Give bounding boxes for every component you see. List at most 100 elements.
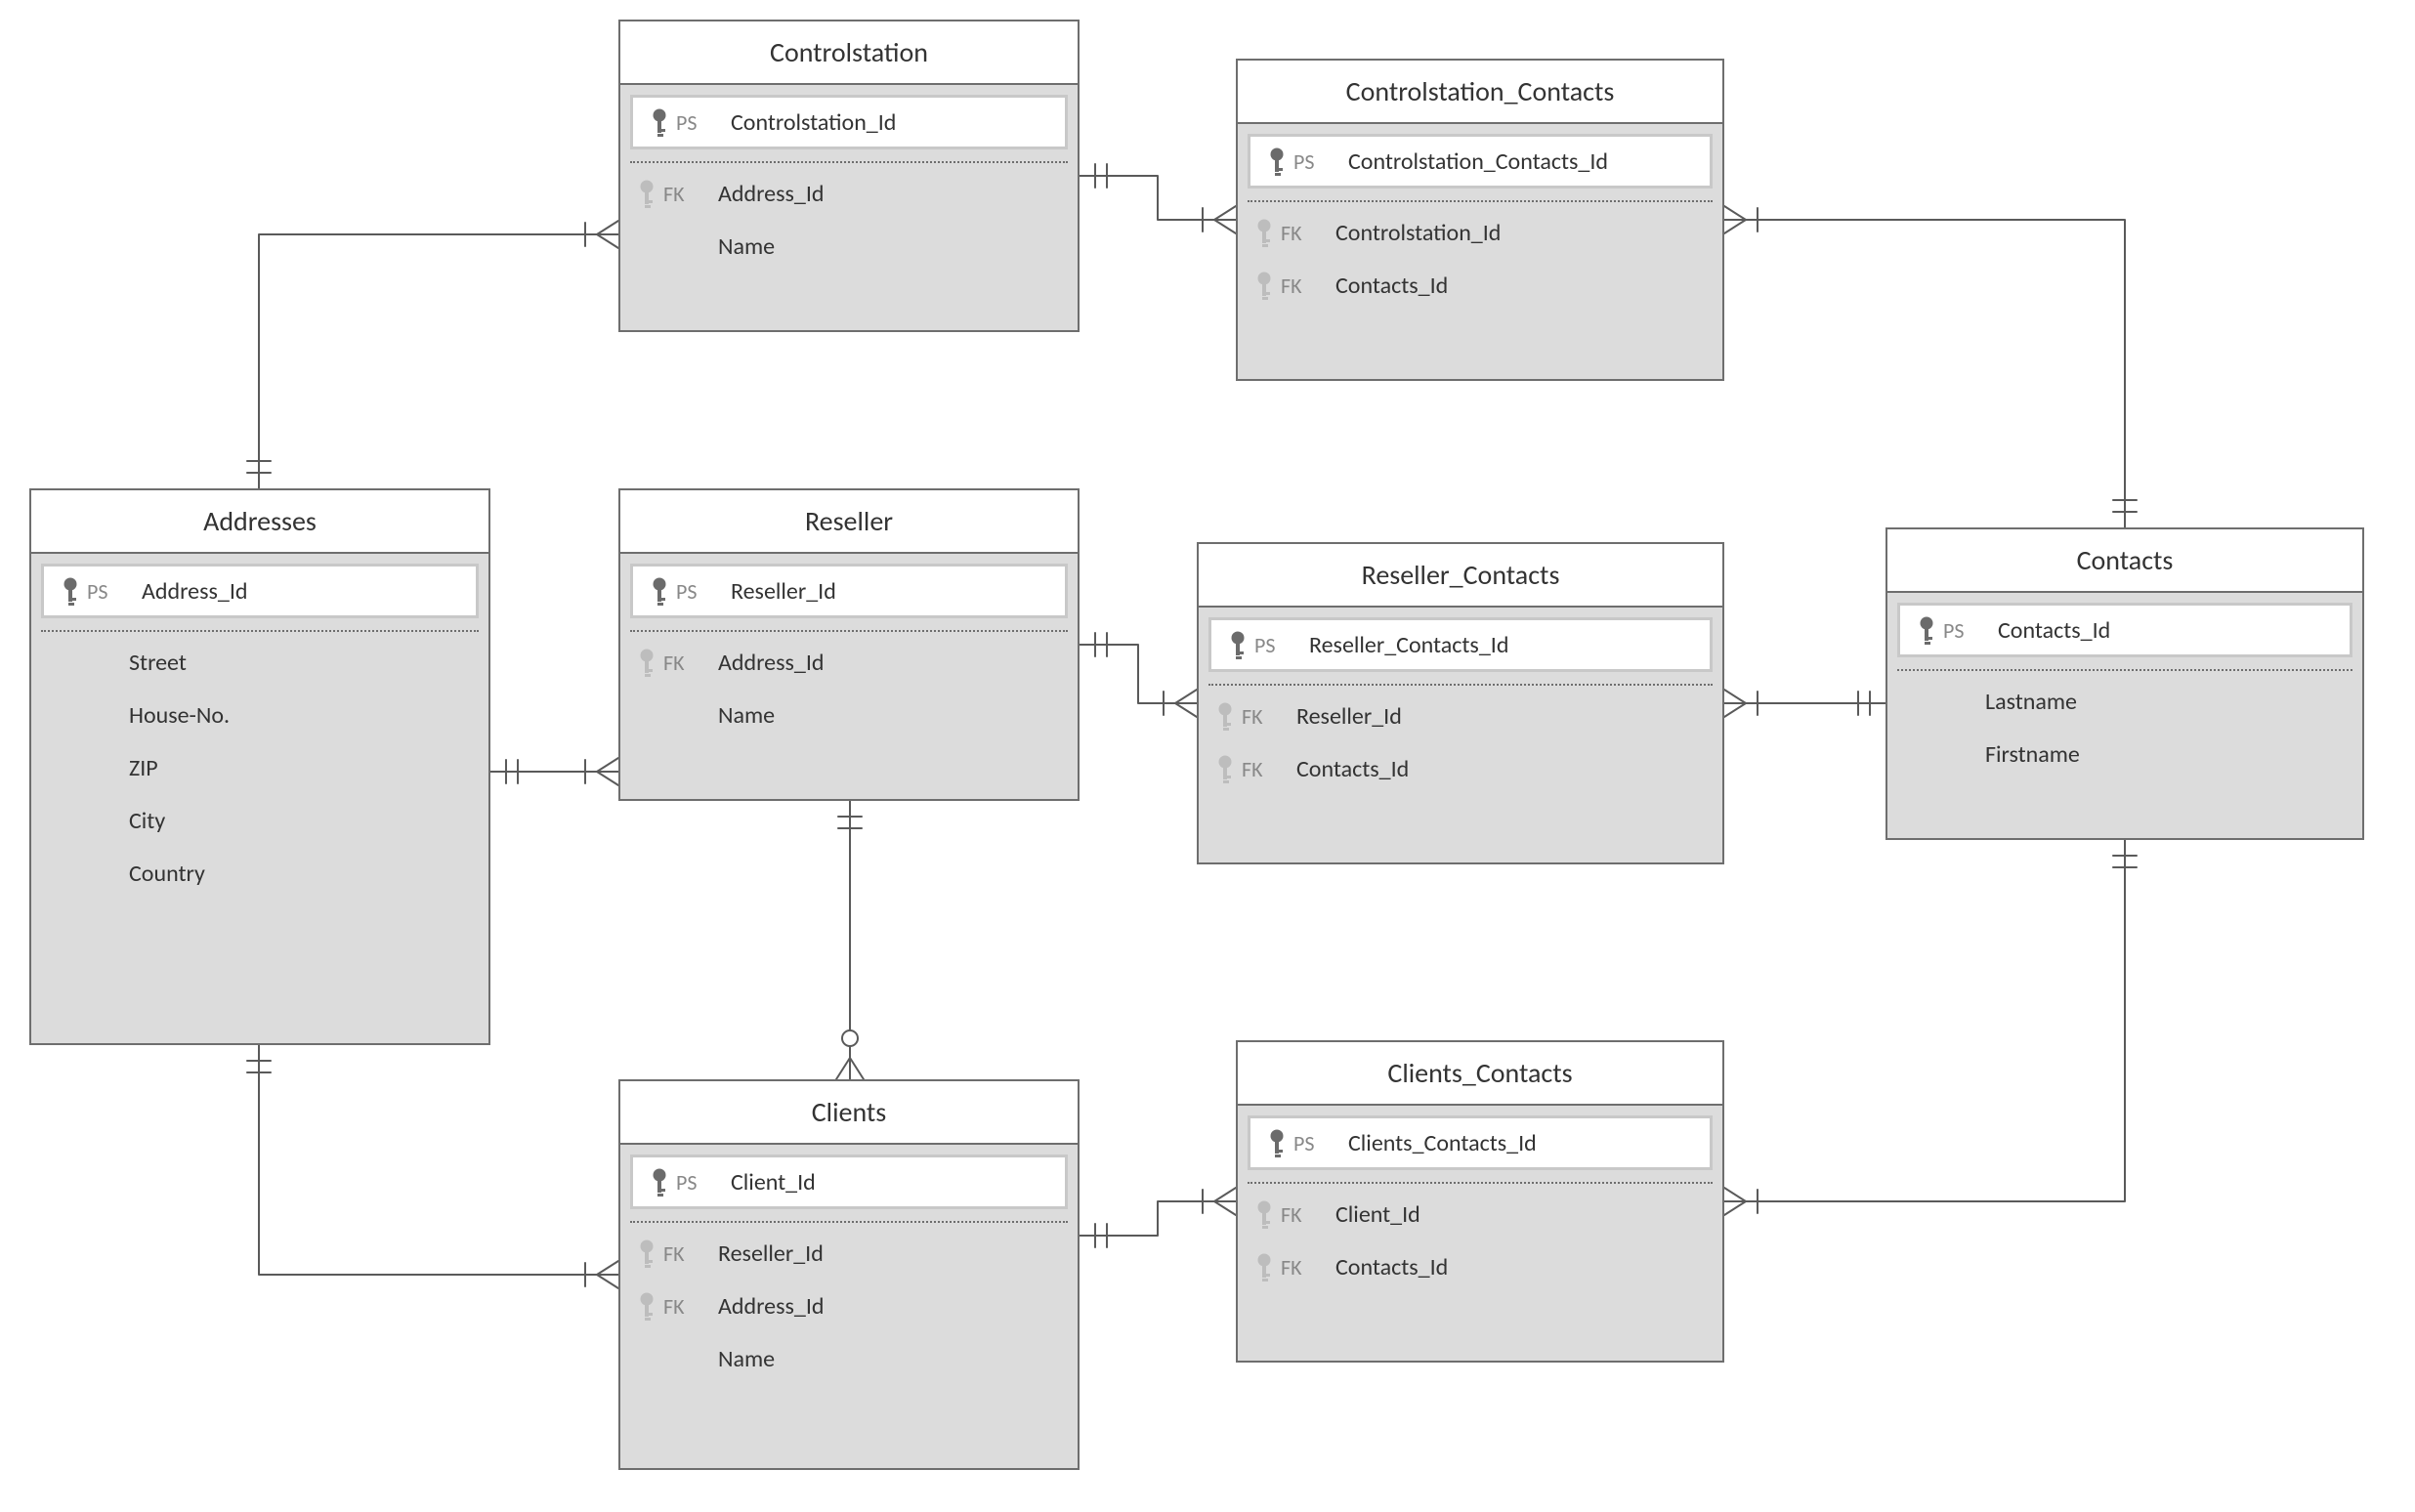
key-suffix: FK — [663, 1240, 685, 1267]
fk-key-icon — [1253, 271, 1275, 300]
field-row: FK Contacts_Id — [1238, 259, 1722, 312]
field-name: Address_Id — [142, 577, 247, 606]
key-suffix: PS — [1254, 632, 1275, 658]
pk-block: PS Controlstation_Id — [630, 95, 1068, 149]
field-name: Firstname — [1985, 740, 2080, 769]
field-name: Contacts_Id — [1335, 272, 1448, 300]
pk-divider — [1208, 684, 1713, 686]
field-row: XXZIP — [31, 741, 488, 794]
field-name: Contacts_Id — [1998, 616, 2110, 645]
pk-divider — [1248, 200, 1713, 202]
pk-divider — [41, 630, 479, 632]
key-suffix: PS — [1293, 148, 1314, 175]
field-name: Name — [718, 701, 775, 730]
key-suffix: PS — [676, 109, 697, 136]
pk-key-icon — [649, 107, 670, 137]
field-name: Reseller_Id — [1296, 702, 1402, 731]
field-row: FK Reseller_Id — [1199, 690, 1722, 742]
entity-title: Reseller_Contacts — [1199, 544, 1722, 608]
entity-title: Contacts — [1887, 529, 2362, 593]
field-name: Contacts_Id — [1296, 755, 1409, 783]
field-row: XX Name — [620, 220, 1078, 273]
field-row: PS Client_Id — [633, 1157, 1065, 1206]
field-row: FK Address_Id — [620, 1280, 1078, 1332]
pk-key-icon — [1227, 630, 1249, 659]
field-name: Clients_Contacts_Id — [1348, 1129, 1537, 1157]
field-name: Controlstation_Contacts_Id — [1348, 147, 1608, 176]
field-name: Name — [718, 232, 775, 261]
field-row: XX Name — [620, 1332, 1078, 1385]
field-row: XXFirstname — [1887, 728, 2362, 780]
pk-key-icon — [60, 576, 81, 606]
entity-clients-contacts: Clients_Contacts PS Clients_Contacts_Id … — [1236, 1040, 1724, 1363]
field-row: XXStreet — [31, 636, 488, 689]
field-row: XXLastname — [1887, 675, 2362, 728]
pk-divider — [630, 1221, 1068, 1223]
field-row: PS Address_Id — [44, 567, 476, 615]
fk-key-icon — [636, 648, 657, 677]
fk-key-icon — [1253, 1199, 1275, 1229]
fk-key-icon — [1214, 701, 1236, 731]
pk-divider — [630, 161, 1068, 163]
pk-key-icon — [649, 1167, 670, 1197]
pk-key-icon — [1266, 1128, 1288, 1157]
entity-reseller-contacts: Reseller_Contacts PS Reseller_Contacts_I… — [1197, 542, 1724, 864]
field-name: Client_Id — [731, 1168, 816, 1197]
key-suffix: FK — [1281, 220, 1302, 246]
field-row: PS Contacts_Id — [1900, 606, 2350, 654]
field-name: Address_Id — [718, 180, 824, 208]
field-name: Reseller_Contacts_Id — [1309, 631, 1508, 659]
fk-key-icon — [636, 1239, 657, 1268]
fk-key-icon — [1253, 1252, 1275, 1281]
fk-key-icon — [1214, 754, 1236, 783]
field-name: Name — [718, 1345, 775, 1373]
entity-addresses: Addresses PS Address_Id XXStreet XXHouse… — [29, 488, 490, 1045]
field-row: FK Controlstation_Id — [1238, 206, 1722, 259]
field-row: XXCity — [31, 794, 488, 847]
erd-canvas: Controlstation PS Controlstation_Id FK A… — [0, 0, 2415, 1512]
pk-divider — [1248, 1182, 1713, 1184]
key-suffix: PS — [676, 578, 697, 605]
key-suffix: FK — [1281, 273, 1302, 299]
key-suffix: FK — [1281, 1201, 1302, 1228]
field-row: FK Contacts_Id — [1238, 1240, 1722, 1293]
key-suffix: FK — [1242, 703, 1263, 730]
pk-key-icon — [1916, 615, 1937, 645]
key-suffix: PS — [87, 578, 107, 605]
entity-title: Addresses — [31, 490, 488, 554]
fk-key-icon — [1253, 218, 1275, 247]
pk-block: PS Clients_Contacts_Id — [1248, 1115, 1713, 1170]
pk-block: PS Controlstation_Contacts_Id — [1248, 134, 1713, 189]
fk-key-icon — [636, 179, 657, 208]
pk-divider — [630, 630, 1068, 632]
field-row: FK Reseller_Id — [620, 1227, 1078, 1280]
entity-contacts: Contacts PS Contacts_Id XXLastname XXFir… — [1885, 527, 2364, 840]
field-name: ZIP — [129, 754, 158, 782]
field-row: FK Address_Id — [620, 167, 1078, 220]
field-name: Address_Id — [718, 649, 824, 677]
pk-block: PS Client_Id — [630, 1155, 1068, 1209]
field-name: Reseller_Id — [718, 1239, 824, 1268]
field-row: XXCountry — [31, 847, 488, 900]
entity-title: Controlstation — [620, 21, 1078, 85]
field-name: Client_Id — [1335, 1200, 1420, 1229]
pk-block: PS Reseller_Contacts_Id — [1208, 617, 1713, 672]
fk-key-icon — [636, 1291, 657, 1321]
entity-title: Reseller — [620, 490, 1078, 554]
key-suffix: FK — [663, 650, 685, 676]
pk-block: PS Contacts_Id — [1897, 603, 2352, 657]
field-row: PS Controlstation_Id — [633, 98, 1065, 147]
pk-block: PS Address_Id — [41, 564, 479, 618]
key-suffix: PS — [1943, 617, 1964, 644]
field-name: Lastname — [1985, 688, 2077, 716]
field-name: City — [129, 807, 165, 835]
field-name: Controlstation_Id — [731, 108, 896, 137]
entity-clients: Clients PS Client_Id FK Reseller_Id FK A… — [618, 1079, 1080, 1470]
field-row: PS Controlstation_Contacts_Id — [1250, 137, 1710, 186]
entity-controlstation-contacts: Controlstation_Contacts PS Controlstatio… — [1236, 59, 1724, 381]
key-suffix: FK — [663, 1293, 685, 1320]
entity-title: Controlstation_Contacts — [1238, 61, 1722, 124]
field-row: FK Contacts_Id — [1199, 742, 1722, 795]
pk-key-icon — [1266, 147, 1288, 176]
pk-divider — [1897, 669, 2352, 671]
